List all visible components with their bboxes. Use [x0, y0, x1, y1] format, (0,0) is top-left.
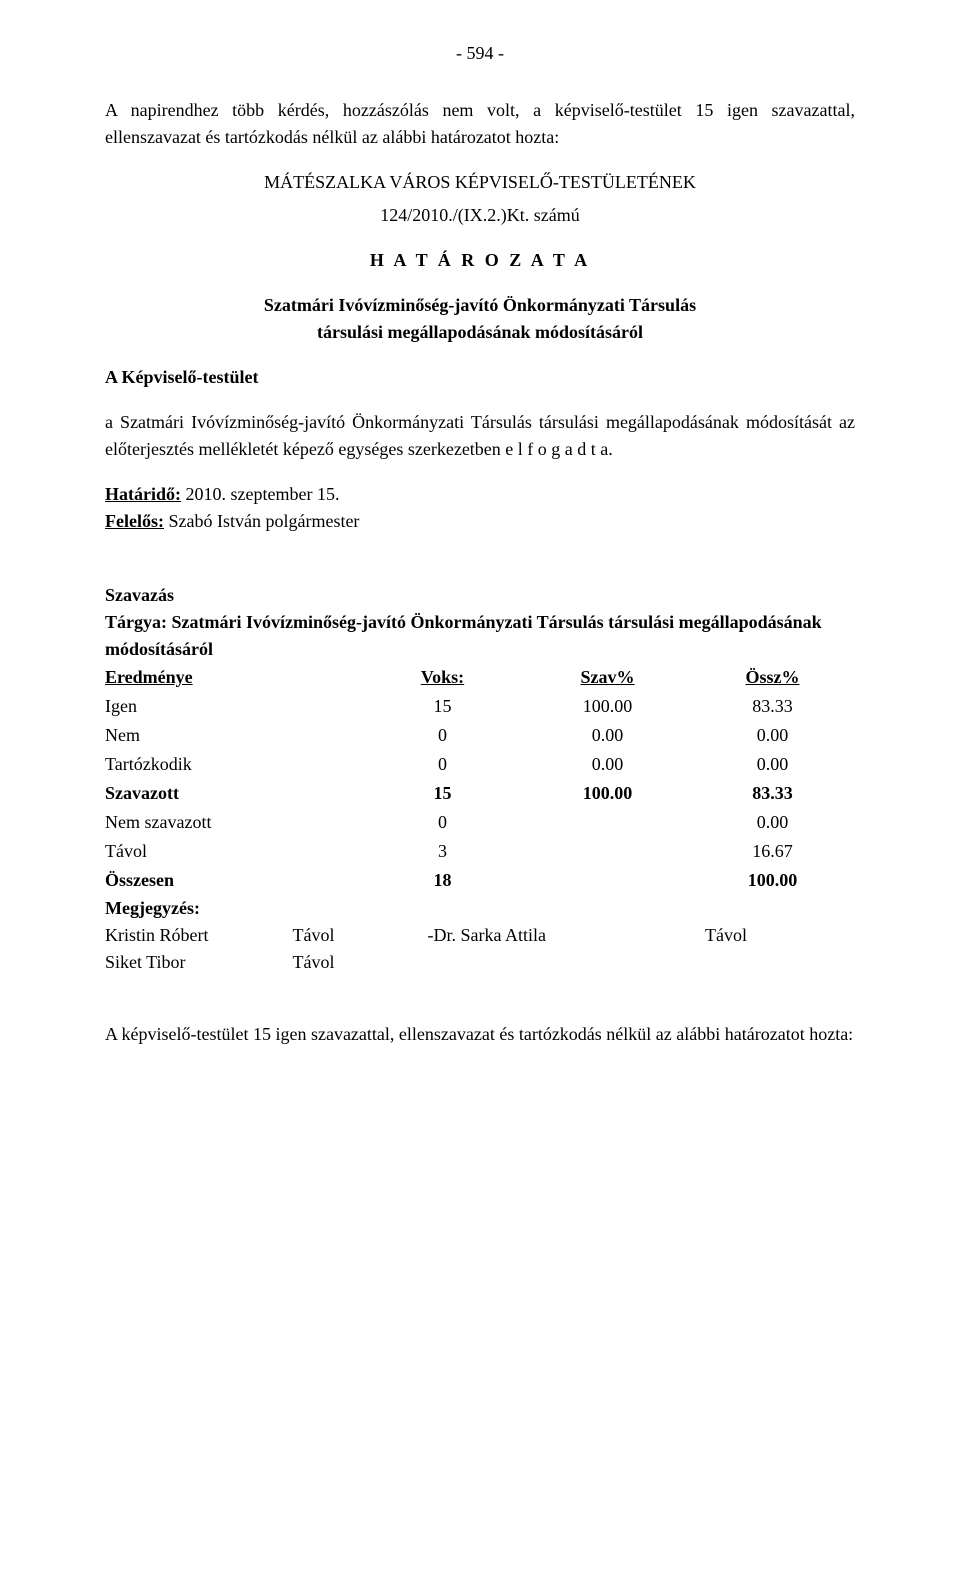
vote-section: Szavazás Tárgya: Szatmári Ivóvízminőség-…	[105, 582, 855, 976]
vote-header-row: Eredménye Voks: Szav% Össz%	[105, 663, 855, 692]
vote-cell: 18	[360, 866, 525, 895]
responsible-value: Szabó István polgármester	[164, 511, 359, 531]
deadline-value: 2010. szeptember 15.	[181, 484, 339, 504]
body-paragraph: a Szatmári Ivóvízminőség-javító Önkormán…	[105, 409, 855, 463]
vote-cell: 0.00	[690, 750, 855, 779]
comment-row: Kristin Róbert Távol -Dr. Sarka Attila T…	[105, 922, 855, 949]
intro-paragraph: A napirendhez több kérdés, hozzászólás n…	[105, 97, 855, 151]
subject-line-1: Szatmári Ivóvízminőség-javító Önkormányz…	[105, 292, 855, 319]
vote-cell: 83.33	[690, 779, 855, 808]
vote-row-bold: Szavazott 15 100.00 83.33	[105, 779, 855, 808]
vote-cell: Szavazott	[105, 779, 360, 808]
vote-header-col3: Szav%	[525, 663, 690, 692]
vote-header-col1: Eredménye	[105, 663, 360, 692]
vote-cell: 100.00	[525, 692, 690, 721]
subject-line-2: társulási megállapodásának módosításáról	[105, 319, 855, 346]
vote-header-col4: Össz%	[690, 663, 855, 692]
vote-cell: 15	[360, 779, 525, 808]
vote-row-bold: Összesen 18 100.00	[105, 866, 855, 895]
vote-row: Nem 0 0.00 0.00	[105, 721, 855, 750]
comment-label: Megjegyzés:	[105, 895, 855, 922]
vote-table: Eredménye Voks: Szav% Össz% Igen 15 100.…	[105, 663, 855, 895]
vote-cell: 83.33	[690, 692, 855, 721]
comment-status: Távol	[293, 949, 428, 976]
comment-status2: Távol	[705, 922, 855, 949]
page-number: - 594 -	[105, 40, 855, 67]
vote-cell: Igen	[105, 692, 360, 721]
vote-cell: 15	[360, 692, 525, 721]
vote-cell	[525, 866, 690, 895]
vote-cell: Összesen	[105, 866, 360, 895]
vote-cell: 16.67	[690, 837, 855, 866]
responsible-label: Felelős:	[105, 511, 164, 531]
closing-paragraph: A képviselő-testület 15 igen szavazattal…	[105, 1021, 855, 1048]
comment-name2: -Dr. Sarka Attila	[428, 922, 706, 949]
vote-subject: Tárgya: Szatmári Ivóvízminőség-javító Ön…	[105, 609, 855, 663]
vote-row: Tartózkodik 0 0.00 0.00	[105, 750, 855, 779]
vote-title: Szavazás	[105, 582, 855, 609]
comment-name: Kristin Róbert	[105, 922, 293, 949]
vote-cell: 100.00	[525, 779, 690, 808]
vote-cell: 0.00	[690, 721, 855, 750]
deadline-line: Határidő: 2010. szeptember 15.	[105, 481, 855, 508]
vote-cell: 0	[360, 750, 525, 779]
vote-row: Nem szavazott 0 0.00	[105, 808, 855, 837]
vote-cell	[525, 808, 690, 837]
reference-number: 124/2010./(IX.2.)Kt. számú	[105, 202, 855, 229]
comment-name: Siket Tibor	[105, 949, 293, 976]
council-label: A Képviselő-testület	[105, 364, 855, 391]
vote-cell	[525, 837, 690, 866]
vote-cell: 0.00	[690, 808, 855, 837]
responsible-line: Felelős: Szabó István polgármester	[105, 508, 855, 535]
vote-cell: Nem	[105, 721, 360, 750]
vote-cell: 0	[360, 721, 525, 750]
vote-header-col2: Voks:	[360, 663, 525, 692]
comment-row: Siket Tibor Távol	[105, 949, 855, 976]
vote-cell: 0.00	[525, 721, 690, 750]
vote-cell: 0	[360, 808, 525, 837]
resolution-label: H A T Á R O Z A T A	[105, 247, 855, 274]
vote-cell: 0.00	[525, 750, 690, 779]
comment-status: Távol	[293, 922, 428, 949]
vote-row: Távol 3 16.67	[105, 837, 855, 866]
vote-cell: Nem szavazott	[105, 808, 360, 837]
deadline-label: Határidő:	[105, 484, 181, 504]
vote-row: Igen 15 100.00 83.33	[105, 692, 855, 721]
vote-cell: Tartózkodik	[105, 750, 360, 779]
comment-status2	[705, 949, 855, 976]
vote-cell: 100.00	[690, 866, 855, 895]
comment-name2	[428, 949, 706, 976]
vote-cell: Távol	[105, 837, 360, 866]
council-name: MÁTÉSZALKA VÁROS KÉPVISELŐ-TESTÜLETÉNEK	[105, 169, 855, 196]
vote-cell: 3	[360, 837, 525, 866]
